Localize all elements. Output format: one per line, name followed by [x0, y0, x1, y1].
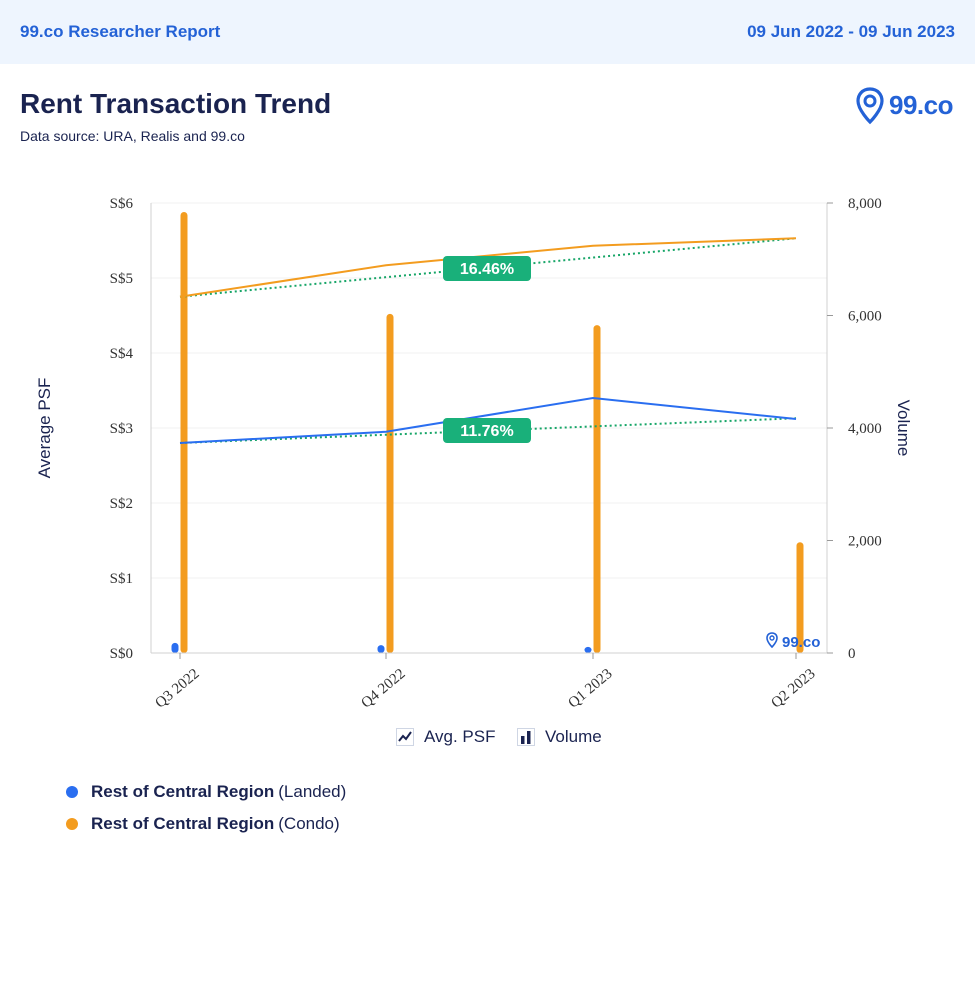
trend-badge-label: 16.46%	[460, 261, 514, 278]
avg-psf-line	[179, 396, 797, 444]
line-chart-icon	[396, 728, 414, 746]
trend-badge	[443, 256, 531, 281]
data-source-note: Data source: URA, Realis and 99.co	[20, 128, 245, 144]
legend-volume-label: Volume	[545, 727, 602, 746]
y-right-axis-title: Volume	[894, 400, 913, 457]
volume-bar	[593, 325, 601, 653]
y-right-tick-label: 2,000	[848, 534, 882, 550]
y-left-tick-label: S$0	[110, 646, 133, 662]
volume-bar	[386, 313, 394, 653]
legend-avg-psf[interactable]: Avg. PSF	[396, 727, 496, 747]
chart-trendlines	[179, 237, 797, 444]
rent-trend-chart: S$0 S$1 S$2 S$3 S$4 S$5 S$6 0 2,000 4,000 6,000 8,0…	[35, 196, 913, 712]
chart-watermark: 99.co	[766, 632, 820, 651]
y-right-tick-label: 0	[848, 646, 856, 662]
legend-avg-psf-label: Avg. PSF	[424, 727, 496, 746]
y-left-tick-label: S$1	[110, 571, 133, 587]
volume-bar	[796, 542, 804, 653]
volume-bar	[584, 646, 592, 653]
series-legend-condo-name: Rest of Central Region	[91, 814, 275, 833]
report-date-range: 09 Jun 2022 - 09 Jun 2023	[747, 22, 955, 41]
series-legend: Rest of Central Region (Landed) Rest of …	[66, 776, 346, 840]
brand-logo: 99.co	[855, 86, 955, 126]
chart-axes	[150, 202, 833, 659]
x-tick-label: Q2 2023	[768, 666, 818, 712]
series-dot-condo	[66, 818, 78, 830]
y-left-axis-title: Average PSF	[35, 378, 54, 479]
trend-badge	[443, 418, 531, 443]
watermark-pin-icon	[766, 632, 778, 649]
x-tick-label: Q3 2022	[152, 666, 202, 712]
trendline	[179, 237, 797, 298]
report-name: 99.co Researcher Report	[20, 22, 221, 41]
location-pin-icon	[856, 87, 884, 125]
series-legend-landed[interactable]: Rest of Central Region (Landed)	[66, 776, 346, 808]
y-left-tick-label: S$5	[110, 271, 133, 287]
chart-lines	[179, 237, 797, 444]
series-legend-landed-name: Rest of Central Region	[91, 782, 275, 801]
avg-psf-line	[179, 237, 797, 298]
legend-volume[interactable]: Volume	[517, 727, 602, 747]
chart-bars	[171, 212, 804, 653]
y-right-tick-label: 8,000	[848, 196, 882, 212]
volume-bar	[377, 645, 385, 653]
x-tick-label: Q1 2023	[565, 666, 615, 712]
volume-bar	[171, 642, 179, 653]
y-right-tick-label: 6,000	[848, 309, 882, 325]
bar-chart-icon	[517, 728, 535, 746]
volume-bar	[180, 212, 188, 653]
page-title: Rent Transaction Trend	[20, 88, 332, 119]
y-left-tick-label: S$2	[110, 496, 133, 512]
y-right-tick-label: 4,000	[848, 421, 882, 437]
series-legend-condo-type: (Condo)	[278, 814, 340, 833]
series-legend-condo[interactable]: Rest of Central Region (Condo)	[66, 808, 346, 840]
series-dot-landed	[66, 786, 78, 798]
report-header-bar: 99.co Researcher Report 09 Jun 2022 - 09…	[0, 0, 975, 64]
trend-badge-label: 11.76%	[460, 423, 513, 440]
x-tick-label: Q4 2022	[358, 666, 408, 712]
series-legend-landed-type: (Landed)	[278, 782, 347, 801]
chart-type-legend: Avg. PSF Volume	[0, 724, 975, 754]
y-left-tick-label: S$3	[110, 421, 133, 437]
y-left-tick-label: S$6	[110, 196, 134, 212]
logo-text: 99.co	[889, 90, 954, 120]
y-left-tick-label: S$4	[110, 346, 134, 362]
watermark-text: 99.co	[782, 634, 820, 651]
